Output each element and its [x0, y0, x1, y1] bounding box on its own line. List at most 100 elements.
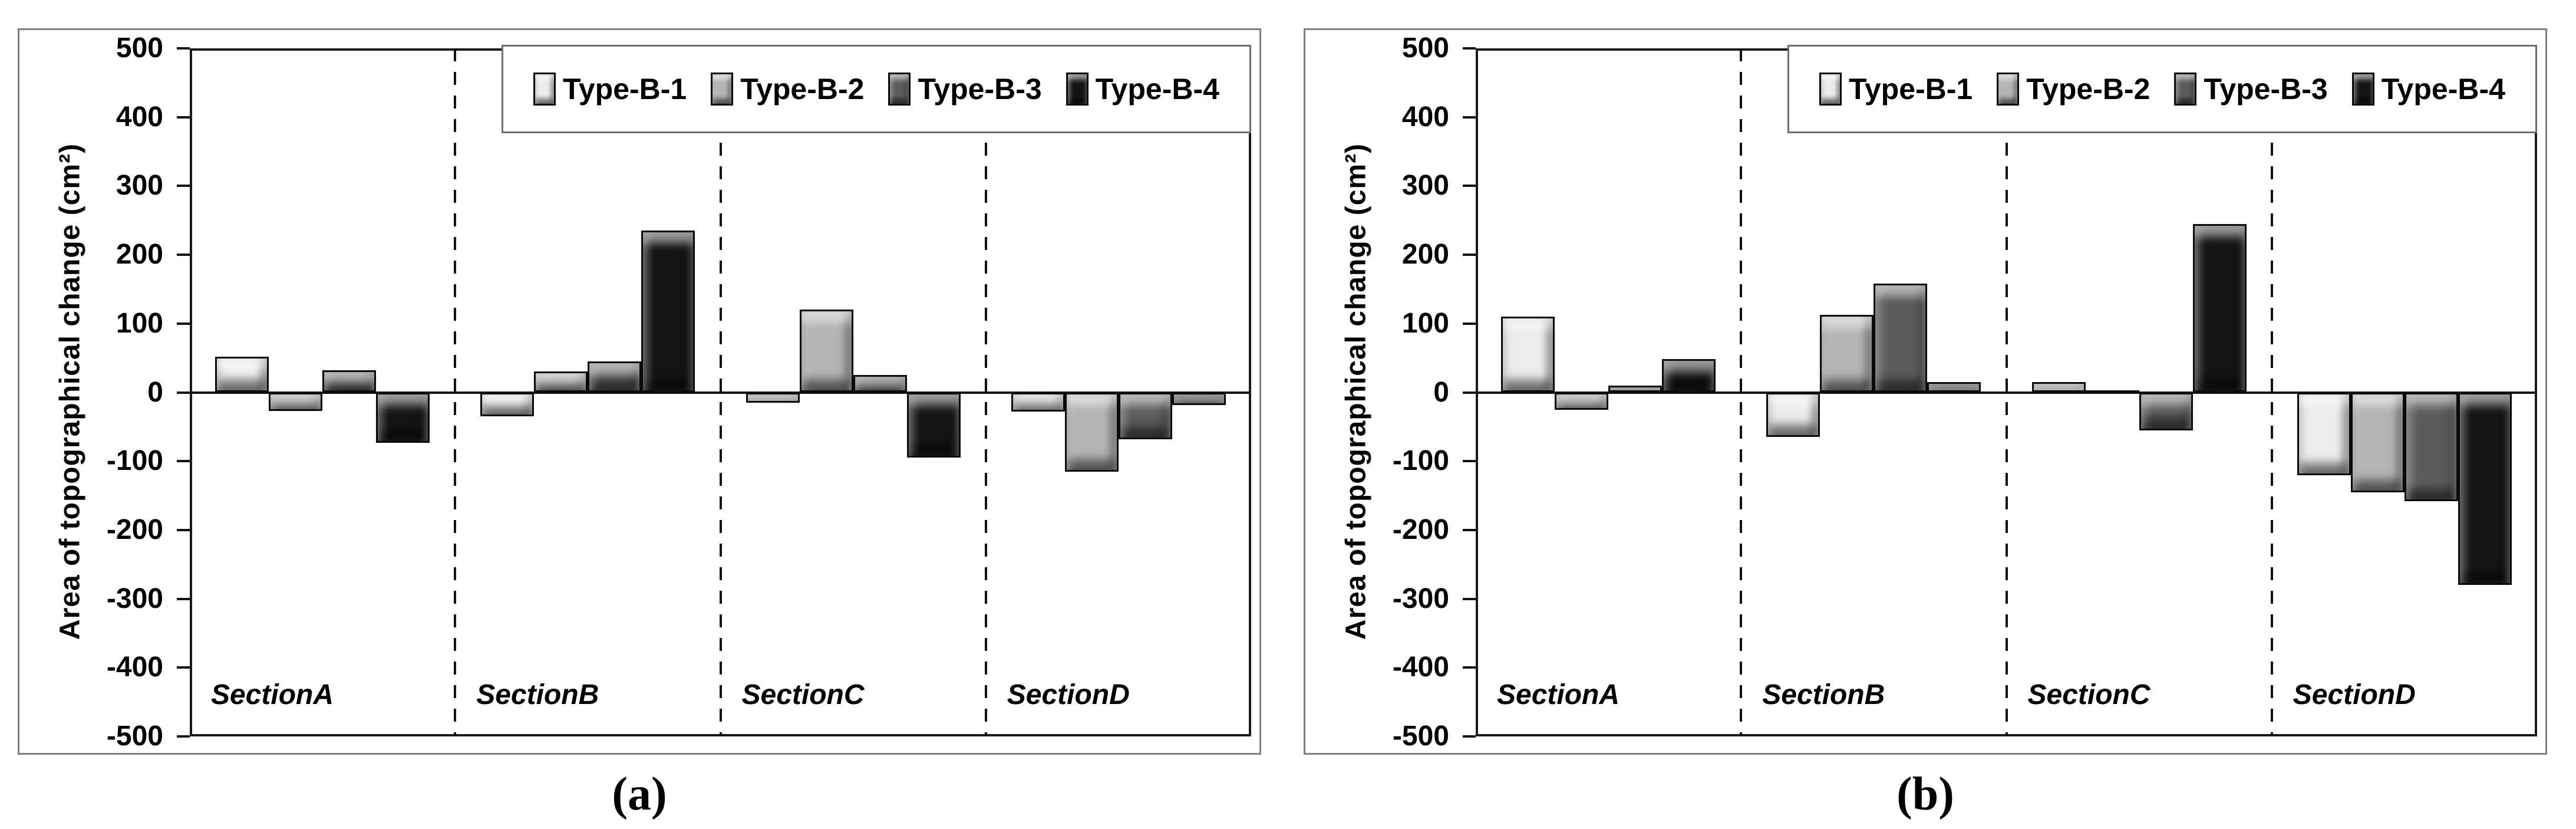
- legend-item-Type-B-3: Type-B-3: [888, 72, 1042, 106]
- bar-SectionB-Type-B-3: [1874, 284, 1928, 393]
- bar-SectionC-Type-B-4: [2192, 223, 2247, 393]
- bar-SectionD-Type-B-1: [1011, 392, 1065, 412]
- bar-SectionB-Type-B-4: [1927, 381, 1981, 393]
- y-tick-mark: [1463, 116, 1476, 119]
- y-tick-mark: [177, 116, 190, 119]
- y-tick-label: -500: [106, 721, 163, 752]
- section-label-SectionC: SectionC: [741, 679, 865, 710]
- legend: Type-B-1 Type-B-2 Type-B-3 Type-B-4: [502, 45, 1251, 133]
- y-tick-label: 100: [1401, 307, 1449, 339]
- legend-item-Type-B-4: Type-B-4: [1066, 72, 1219, 106]
- bar-SectionA-Type-B-1: [1501, 317, 1555, 393]
- legend-swatch-Type-B-1: [1819, 73, 1842, 106]
- bar-SectionD-Type-B-2: [1064, 392, 1119, 472]
- bar-SectionA-Type-B-2: [1555, 392, 1609, 410]
- legend-swatch-Type-B-2: [711, 73, 734, 106]
- y-tick-mark: [177, 47, 190, 50]
- bar-SectionB-Type-B-3: [588, 361, 642, 393]
- bar-SectionA-Type-B-2: [269, 392, 323, 411]
- y-tick-label: -200: [1392, 514, 1449, 545]
- y-tick-label: 500: [1401, 32, 1449, 64]
- legend-item-Type-B-4: Type-B-4: [2351, 72, 2505, 106]
- chart-panel-a: Area of topographical change (cm²) 500 40…: [18, 28, 1261, 755]
- y-tick-mark: [177, 528, 190, 531]
- legend-label: Type-B-3: [918, 73, 1042, 106]
- bar-SectionD-Type-B-4: [2458, 392, 2512, 585]
- legend-item-Type-B-3: Type-B-3: [2174, 72, 2328, 106]
- section-label-SectionA: SectionA: [211, 679, 334, 710]
- legend-item-Type-B-2: Type-B-2: [711, 72, 864, 106]
- bar-SectionD-Type-B-2: [2350, 392, 2405, 492]
- y-tick-label: 400: [116, 101, 163, 133]
- section-label-SectionC: SectionC: [2027, 679, 2150, 710]
- bar-SectionA-Type-B-1: [215, 356, 269, 393]
- y-tick-mark: [1463, 460, 1476, 463]
- zero-axis-line: [190, 391, 1251, 394]
- y-tick-mark: [177, 735, 190, 738]
- bar-SectionC-Type-B-4: [906, 392, 961, 458]
- caption-b: (b): [1896, 768, 1954, 820]
- y-tick-label: 500: [116, 32, 163, 64]
- y-tick-label: 300: [1401, 170, 1449, 202]
- legend-swatch-Type-B-4: [2351, 73, 2374, 106]
- bar-SectionD-Type-B-1: [2297, 392, 2351, 475]
- legend-label: Type-B-4: [1095, 73, 1219, 106]
- section-label-SectionD: SectionD: [1007, 679, 1130, 710]
- y-tick-mark: [1463, 597, 1476, 600]
- legend-item-Type-B-1: Type-B-1: [533, 72, 687, 106]
- y-tick-label: -200: [106, 514, 163, 545]
- y-tick-mark: [1463, 322, 1476, 325]
- y-tick-label: -300: [1392, 583, 1449, 614]
- bar-SectionC-Type-B-2: [2085, 390, 2139, 394]
- section-label-SectionA: SectionA: [1497, 679, 1620, 710]
- bar-SectionA-Type-B-4: [1662, 359, 1716, 393]
- bar-SectionD-Type-B-3: [1118, 392, 1172, 439]
- legend-swatch-Type-B-3: [888, 73, 911, 106]
- y-tick-label: -100: [1392, 445, 1449, 477]
- bar-SectionB-Type-B-4: [641, 231, 695, 393]
- y-tick-label: -400: [106, 652, 163, 683]
- legend-label: Type-B-1: [563, 73, 687, 106]
- y-tick-mark: [177, 460, 190, 463]
- y-tick-mark: [1463, 47, 1476, 50]
- bar-SectionB-Type-B-2: [1820, 314, 1874, 393]
- bar-SectionB-Type-B-1: [480, 392, 535, 417]
- section-label-SectionB: SectionB: [476, 679, 599, 710]
- y-tick-mark: [177, 185, 190, 187]
- bar-SectionC-Type-B-1: [2031, 381, 2086, 393]
- bar-SectionB-Type-B-1: [1766, 392, 1820, 437]
- chart-panel-b: Area of topographical change (cm²) 500 40…: [1304, 28, 2547, 755]
- legend-swatch-Type-B-3: [2174, 73, 2197, 106]
- section-label-SectionB: SectionB: [1762, 679, 1885, 710]
- legend-item-Type-B-1: Type-B-1: [1819, 72, 1973, 106]
- y-tick-label: 200: [116, 239, 163, 271]
- legend-swatch-Type-B-2: [1997, 73, 2020, 106]
- y-tick-mark: [1463, 391, 1476, 394]
- bar-SectionA-Type-B-3: [1608, 385, 1663, 393]
- zero-axis-line: [1476, 391, 2537, 394]
- y-tick-mark: [177, 254, 190, 256]
- y-tick-label: 0: [1433, 376, 1449, 408]
- y-tick-label: -500: [1392, 721, 1449, 752]
- bar-SectionA-Type-B-3: [322, 370, 377, 393]
- legend-swatch-Type-B-1: [533, 73, 556, 106]
- bar-SectionD-Type-B-3: [2404, 392, 2458, 501]
- y-tick-mark: [1463, 735, 1476, 738]
- y-tick-mark: [177, 597, 190, 600]
- y-tick-mark: [1463, 666, 1476, 669]
- y-tick-label: 300: [116, 170, 163, 202]
- bar-SectionB-Type-B-2: [534, 371, 588, 393]
- legend: Type-B-1 Type-B-2 Type-B-3 Type-B-4: [1787, 45, 2537, 133]
- bar-SectionC-Type-B-2: [799, 310, 853, 393]
- legend-label: Type-B-1: [1849, 73, 1973, 106]
- y-tick-label: -400: [1392, 652, 1449, 683]
- y-tick-mark: [177, 391, 190, 394]
- y-tick-mark: [177, 666, 190, 669]
- legend-label: Type-B-3: [2204, 73, 2328, 106]
- bar-SectionC-Type-B-1: [746, 392, 800, 403]
- y-tick-mark: [177, 322, 190, 325]
- y-tick-label: 100: [116, 307, 163, 339]
- y-tick-label: -300: [106, 583, 163, 614]
- legend-label: Type-B-4: [2381, 73, 2505, 106]
- y-tick-label: 0: [147, 376, 163, 408]
